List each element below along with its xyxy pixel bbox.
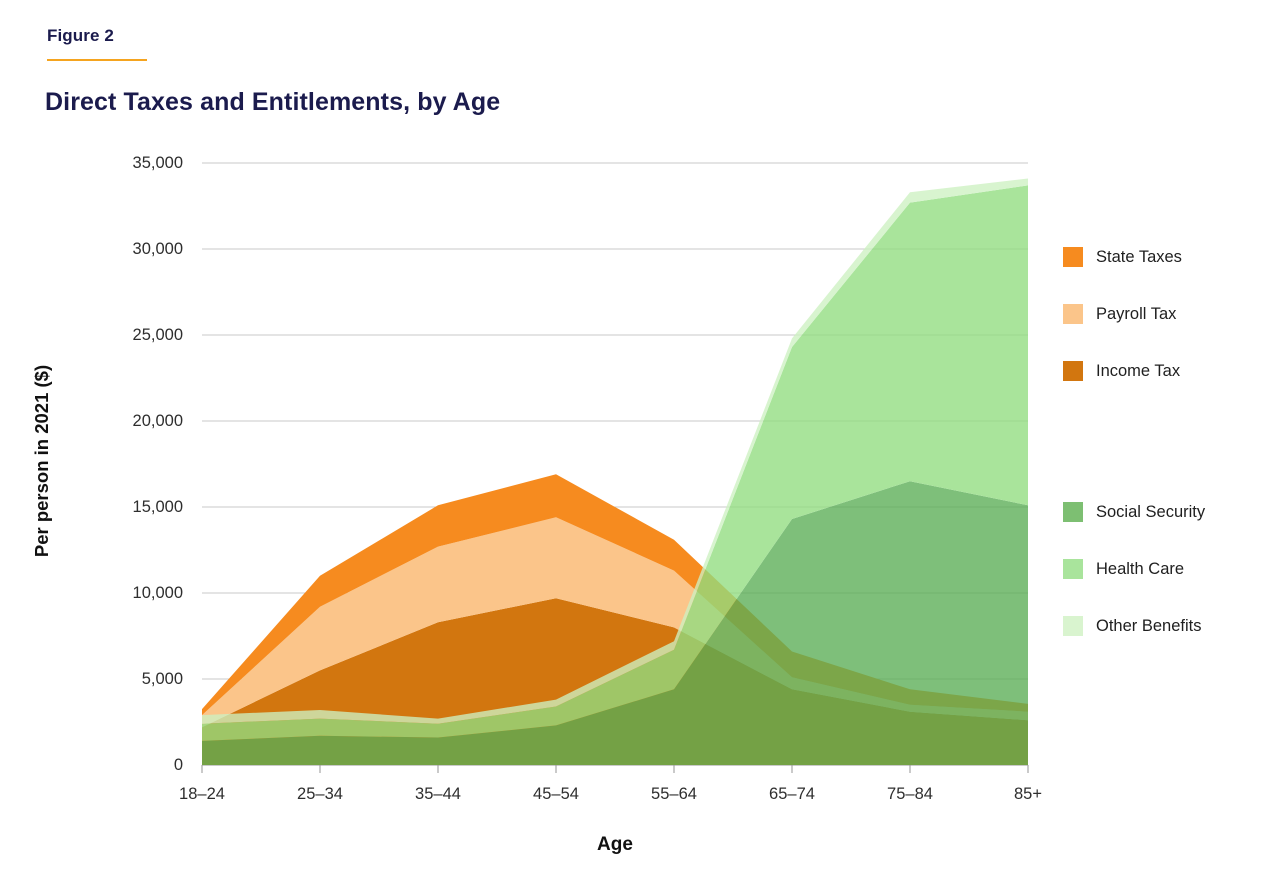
x-tick-label: 18–24	[179, 785, 225, 803]
x-tick-label: 55–64	[651, 785, 697, 803]
legend-label: Other Benefits	[1096, 616, 1202, 635]
legend-item-state-taxes: State Taxes	[1063, 247, 1182, 267]
legend-item-social-security: Social Security	[1063, 502, 1205, 522]
legend-label: State Taxes	[1096, 247, 1182, 266]
legend-swatch	[1063, 559, 1083, 579]
x-tick-label: 35–44	[415, 785, 461, 803]
legend-taxes-group: State Taxes Payroll Tax Income Tax	[1063, 247, 1182, 418]
accent-rule	[47, 59, 147, 61]
legend-label: Social Security	[1096, 502, 1206, 521]
figure-label: Figure 2	[47, 26, 114, 45]
x-axis-title: Age	[597, 834, 633, 855]
area-state-taxes	[202, 474, 1028, 716]
legend-swatch	[1063, 304, 1083, 324]
legend-benefits-group: Social Security Health Care Other Benefits	[1063, 502, 1205, 673]
legend-item-health-care: Health Care	[1063, 559, 1205, 579]
x-tick-label: 45–54	[533, 785, 579, 803]
y-tick-label: 35,000	[132, 154, 183, 172]
area-health-care	[202, 185, 1028, 741]
legend-label: Payroll Tax	[1096, 304, 1177, 323]
y-tick-label: 25,000	[132, 326, 183, 344]
legend-swatch	[1063, 616, 1083, 636]
y-axis-title: Per person in 2021 ($)	[31, 364, 52, 558]
y-tick-label: 15,000	[132, 498, 183, 516]
x-tick-label: 85+	[1014, 785, 1042, 803]
legend-swatch	[1063, 247, 1083, 267]
x-tick-label: 75–84	[887, 785, 933, 803]
x-tick-label: 25–34	[297, 785, 343, 803]
benefits-stack	[202, 178, 1028, 765]
y-tick-label: 30,000	[132, 240, 183, 258]
area-payroll-tax	[202, 517, 1028, 728]
page-title: Direct Taxes and Entitlements, by Age	[45, 88, 501, 116]
legend-label: Health Care	[1096, 559, 1185, 578]
y-tick-label: 5,000	[141, 670, 183, 688]
y-tick-label: 0	[173, 756, 183, 774]
legend-label: Income Tax	[1096, 361, 1181, 380]
x-tick-label: 65–74	[769, 785, 815, 803]
legend-item-income-tax: Income Tax	[1063, 361, 1182, 381]
area-social-security	[202, 481, 1028, 765]
legend-swatch	[1063, 502, 1083, 522]
legend-item-other-benefits: Other Benefits	[1063, 616, 1205, 636]
legend-item-payroll-tax: Payroll Tax	[1063, 304, 1182, 324]
y-tick-label: 10,000	[132, 584, 183, 602]
legend-swatch	[1063, 361, 1083, 381]
y-tick-label: 20,000	[132, 412, 183, 430]
